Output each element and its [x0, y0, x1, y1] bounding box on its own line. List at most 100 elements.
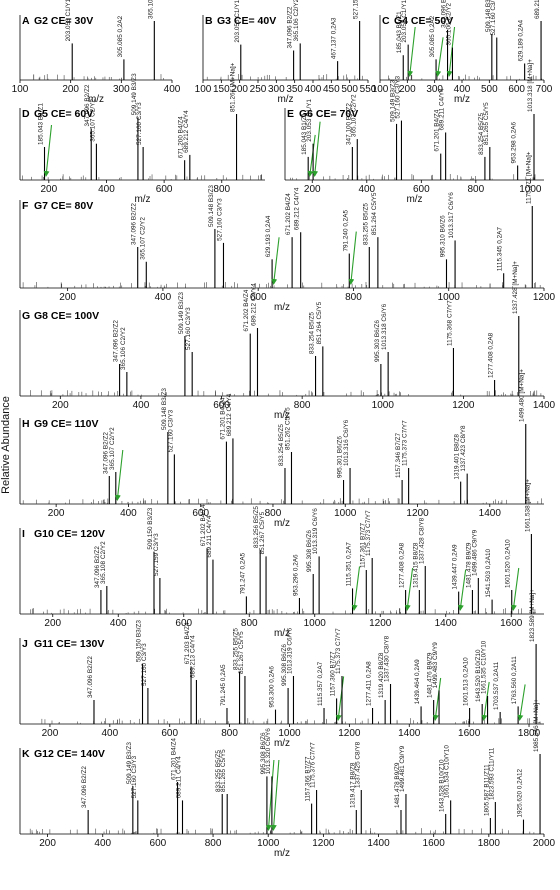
- x-tick-label: 200: [399, 84, 416, 95]
- peak-label: 365.108 C2/Y2: [100, 541, 107, 584]
- x-tick-label: 1000: [372, 400, 395, 411]
- peak-label: 1481.478 B9/Z9: [465, 542, 472, 588]
- x-tick-label: 400: [94, 838, 111, 849]
- x-tick-label: 1000: [438, 292, 461, 303]
- peak-label: 1499.481 C9/Y9: [399, 745, 406, 792]
- peak-label: 509.149 B3/Z3: [178, 292, 185, 334]
- peak-label: 689.213 C4/Y4: [189, 635, 196, 678]
- peak-label: 1337.425 C8/Y8: [354, 741, 361, 788]
- panel-b: B G3 CE= 40V 100 150 200 250 300 350 400 450 500 55…: [195, 0, 377, 105]
- panel-letter: H: [22, 418, 30, 430]
- peak-label: 1157.360 B7/Z7: [330, 651, 337, 696]
- x-tick-label: 150: [213, 84, 230, 95]
- highlight-arrow: [271, 237, 280, 285]
- peak-label: 1439.447 0,2A9: [452, 544, 459, 590]
- x-axis-label: m/z: [274, 518, 290, 529]
- peak-label: 851.264 C5/Y5: [371, 192, 378, 235]
- x-tick-label: 1200: [369, 618, 392, 629]
- x-tick-label: 600: [213, 400, 230, 411]
- panel-title: G4 CE= 50V: [394, 15, 453, 27]
- x-tick-label: 200: [44, 618, 61, 629]
- highlight-arrow: [457, 569, 467, 611]
- x-tick-label: 200: [52, 400, 69, 411]
- highlight-arrow: [312, 121, 321, 177]
- peak-label: 305.085 0,2A2: [117, 15, 124, 57]
- x-tick-label: 600: [150, 838, 167, 849]
- peak-label: 1013.320 C6/Y6: [265, 728, 272, 775]
- x-tick-label: 200: [39, 838, 56, 849]
- peak-label: 509.149 B3/Z3: [126, 742, 133, 784]
- peak-label: 347.096 B2/Z2: [287, 6, 294, 48]
- x-tick-label: 1400: [479, 508, 502, 519]
- x-tick-label: 1200: [533, 292, 556, 303]
- panel-letter: B: [205, 15, 213, 27]
- peak-label: 1319.420 B8/Z8: [378, 652, 385, 698]
- x-tick-label: 200: [304, 184, 321, 195]
- peak-label: 365.107 C2/Y2: [109, 427, 116, 470]
- peak-label: 1175.371 [M+Na]+: [525, 151, 532, 204]
- x-tick-label: 200: [62, 84, 79, 95]
- x-axis-label: m/z: [406, 194, 422, 205]
- peak-label: 185.043 B1/Z1: [301, 113, 308, 155]
- peak-label: 1337.428 C8/Y8: [418, 517, 425, 564]
- peak-label: 1157.346 B7/Z7: [395, 433, 402, 478]
- peak-label: 1541.503 0,2A10: [485, 548, 492, 597]
- panel-letter: C: [382, 15, 390, 27]
- x-tick-label: 1400: [533, 400, 556, 411]
- peak-label: 527.160 C3/Y3: [490, 0, 497, 36]
- panel-c: C G4 CE= 50V 100 200 300 400 500 600 700 m/z 185.0…: [372, 0, 553, 105]
- panel-letter: J: [22, 638, 28, 650]
- peak-label: 185.043 B1/Z1: [38, 103, 45, 145]
- highlight-arrow: [510, 567, 520, 611]
- peak-label: 995.310 B6/Z6: [439, 215, 446, 257]
- peak-label: 1643.520 B10/Z10: [475, 649, 482, 702]
- x-tick-label: 600: [175, 618, 192, 629]
- x-tick-label: 1400: [435, 618, 458, 629]
- peak-label: 365.107 C2/Y2: [139, 217, 146, 260]
- peak-label: 1319.417 B8/Z8: [349, 762, 356, 808]
- highlight-arrow: [404, 567, 414, 611]
- peak-label: 953.298 0,2A6: [511, 121, 518, 163]
- peak-label: 527.160 C3/Y3: [394, 76, 401, 119]
- peak-label: 203.053 C1/Y1: [306, 99, 313, 142]
- highlight-arrow: [265, 759, 275, 831]
- peak-label: 527.160 C3/Y3: [216, 198, 223, 241]
- peak-label: 527.160 C3/Y3: [136, 102, 143, 145]
- panel-title: G5 CE= 60V: [34, 108, 93, 120]
- panel-i: I G10 CE= 120V 200 400 600 800 1000 1200 1400 160…: [19, 479, 544, 639]
- peak-label: 833.254 B5/Z5: [478, 113, 485, 155]
- peak-label: 995.301 B6/Z6: [337, 436, 344, 478]
- peak-label: 833.255 B5/Z5: [233, 628, 240, 670]
- peak-label: 629.189 0,2A4: [518, 19, 525, 61]
- peak-label: 833.254 B5/Z5: [278, 424, 285, 466]
- peak-label: 1319.401 B8/Z8: [454, 434, 461, 480]
- panel-letter: E: [287, 108, 294, 120]
- x-tick-label: 200: [231, 84, 248, 95]
- peak-label: 1763.560 0,2A11: [511, 656, 518, 705]
- x-tick-label: 200: [40, 184, 57, 195]
- peak-label: 509.149 B3/Z3: [131, 73, 138, 115]
- peak-label: 689.212 C4/Y4: [250, 283, 257, 326]
- highlight-arrow: [348, 231, 357, 285]
- panel-title: G8 CE= 100V: [34, 310, 99, 322]
- x-tick-label: 200: [48, 508, 65, 519]
- peak-label: 1277.408 0,2A8: [488, 332, 495, 378]
- x-tick-label: 1800: [478, 838, 501, 849]
- panel-a: A G2 CE= 30V 100 200 300 400 m/z 203.053 C1/Y1 3…: [12, 0, 181, 105]
- highlight-arrow: [432, 677, 442, 721]
- peak-label: 509.150 B3/Z3: [147, 507, 154, 549]
- x-tick-label: 100: [12, 84, 29, 95]
- peak-label: 1115.357 0,2A7: [317, 661, 324, 706]
- highlight-arrow: [351, 566, 361, 611]
- peak-label: 851.265 C5/Y5: [483, 102, 490, 145]
- peak-label: 203.053 C1/Y1: [65, 0, 72, 41]
- peak-label: 995.308 B6/Z6: [306, 530, 313, 572]
- peak-label: 995.303 B6/Z6: [374, 320, 381, 362]
- x-tick-label: 300: [268, 84, 285, 95]
- peak-label: 527.159 C3/Y3: [153, 533, 160, 576]
- peak-label: 851.262 C5/Y5: [284, 407, 291, 450]
- peak-label: 833.255 B5/Z5: [215, 750, 222, 792]
- x-tick-label: 800: [467, 184, 484, 195]
- x-axis-label: m/z: [274, 410, 290, 421]
- x-tick-label: 600: [192, 508, 209, 519]
